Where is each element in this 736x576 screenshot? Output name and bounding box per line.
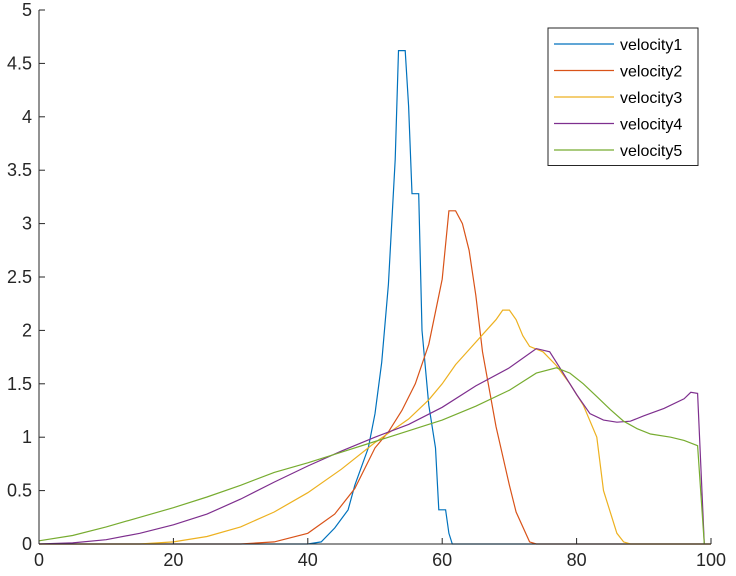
legend-label-velocity2: velocity2	[620, 64, 682, 81]
legend-label-velocity3: velocity3	[620, 90, 682, 107]
y-tick-label: 3	[22, 214, 32, 234]
x-tick-label: 0	[34, 550, 44, 570]
y-tick-label: 0	[22, 534, 32, 554]
y-tick-label: 4	[22, 107, 32, 127]
x-tick-label: 40	[298, 550, 318, 570]
y-tick-label: 3.5	[7, 160, 32, 180]
plot-area: 0 20 40 60 80 100 0 0.5 1 1.5 2 2.5 3 3.5 4 4.5 5 veloci…	[7, 0, 726, 570]
y-tick-label: 1.5	[7, 374, 32, 394]
x-tick-label: 80	[567, 550, 587, 570]
x-tick-label: 60	[432, 550, 452, 570]
series-group	[38, 50, 711, 545]
legend-label-velocity1: velocity1	[620, 37, 682, 54]
y-tick-label: 4.5	[7, 53, 32, 73]
x-tick-label: 20	[163, 550, 183, 570]
series-line-velocity4	[38, 347, 705, 545]
legend: velocity1 velocity2 velocity3 velocity4 velo…	[547, 27, 699, 166]
series-line-velocity3	[39, 309, 711, 545]
series-line-velocity5	[38, 367, 705, 545]
legend-label-velocity5: velocity5	[620, 143, 682, 160]
x-tick-label: 100	[696, 550, 726, 570]
axes: 0 20 40 60 80 100 0 0.5 1 1.5 2 2.5 3 3.5 4 4.5 5	[7, 0, 726, 570]
y-tick-label: 1	[22, 427, 32, 447]
series-line-velocity2	[39, 210, 711, 545]
series-line-velocity1	[39, 50, 711, 545]
legend-label-velocity4: velocity4	[620, 117, 682, 134]
y-tick-label: 2	[22, 320, 32, 340]
y-tick-label: 5	[22, 0, 32, 20]
y-tick-label: 0.5	[7, 481, 32, 501]
y-tick-label: 2.5	[7, 267, 32, 287]
